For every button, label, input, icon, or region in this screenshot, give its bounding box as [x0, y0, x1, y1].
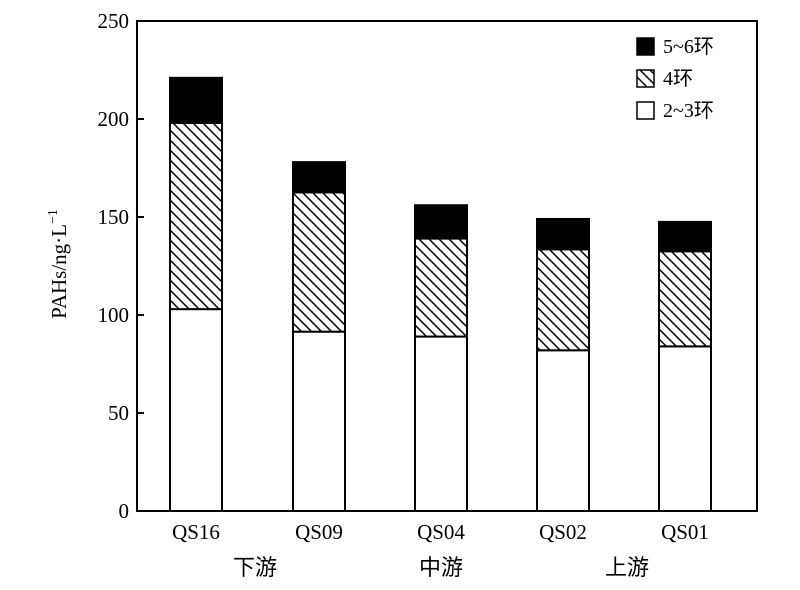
legend-swatch-1 [636, 101, 655, 120]
bar-qs04-segment-3 [414, 204, 468, 240]
y-tick-label-150: 150 [98, 205, 130, 229]
bar-qs02-segment-1 [536, 349, 590, 512]
legend-label-2: 4环 [663, 68, 693, 90]
plot-frame [136, 20, 758, 512]
bar-qs09-segment-3 [292, 161, 346, 194]
y-tick-label-0: 0 [119, 499, 130, 523]
bar-qs01-segment-2 [658, 250, 712, 348]
bar-qs09-segment-1 [292, 330, 346, 512]
x-tick-label-qs01: QS01 [661, 520, 709, 544]
y-tick-label-100: 100 [98, 303, 130, 327]
legend-label-1: 2~3环 [663, 100, 714, 122]
y-tick-label-250: 250 [98, 9, 130, 33]
x-tick-label-qs16: QS16 [172, 520, 220, 544]
bar-qs16-segment-1 [169, 308, 223, 512]
bar-qs04-segment-1 [414, 335, 468, 512]
bar-qs04-segment-2 [414, 237, 468, 338]
bar-qs16-segment-2 [169, 121, 223, 311]
y-axis-label: PAHs/ng·L−1 [46, 209, 71, 319]
bar-qs16-segment-3 [169, 76, 223, 124]
bar-qs02-segment-2 [536, 248, 590, 352]
x-tick-label-qs04: QS04 [417, 520, 465, 544]
bar-qs02-segment-3 [536, 217, 590, 251]
bar-qs01-segment-3 [658, 220, 712, 253]
y-axis-label-exponent: −1 [46, 209, 61, 224]
legend-swatch-2 [636, 69, 655, 88]
bar-qs01-segment-1 [658, 345, 712, 512]
y-tick-label-50: 50 [108, 401, 129, 425]
region-label-2: 中游 [419, 556, 463, 581]
x-tick-label-qs09: QS09 [295, 520, 343, 544]
bar-qs09-segment-2 [292, 191, 346, 333]
y-tick-label-200: 200 [98, 107, 130, 131]
legend-swatch-3 [636, 37, 655, 56]
region-label-1: 下游 [233, 556, 277, 581]
legend-label-3: 5~6环 [663, 36, 714, 58]
x-tick-label-qs02: QS02 [539, 520, 587, 544]
y-axis-label-main: PAHs/ng·L [47, 224, 71, 319]
region-label-3: 上游 [605, 556, 649, 581]
